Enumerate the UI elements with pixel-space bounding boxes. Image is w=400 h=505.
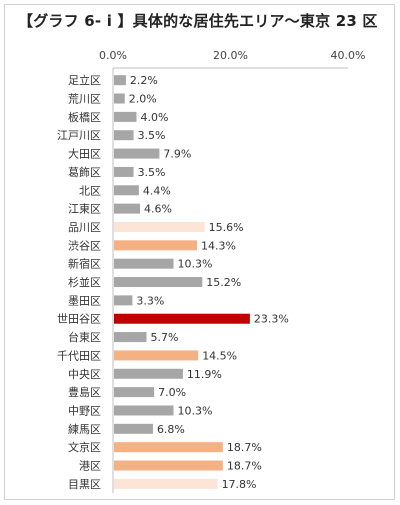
category-label: 杉並区 (68, 275, 101, 289)
category-label: 台東区 (68, 330, 101, 344)
category-label: 板橋区 (68, 110, 101, 124)
category-label: 葛飾区 (68, 166, 101, 179)
category-label: 品川区 (68, 221, 101, 234)
value-label: 2.2% (130, 74, 158, 87)
value-label: 6.8% (157, 423, 185, 436)
category-label: 荒川区 (68, 93, 101, 106)
bar (114, 313, 250, 324)
category-label: 港区 (79, 460, 101, 473)
value-label: 4.4% (143, 184, 171, 197)
bars (114, 75, 250, 489)
bar (114, 478, 218, 489)
value-label: 18.7% (227, 460, 262, 473)
bar (114, 221, 205, 232)
category-label: 練馬区 (68, 422, 101, 436)
chart-title: 【グラフ 6- i 】具体的な居住先エリア～東京 23 区 (18, 12, 378, 30)
value-label: 10.3% (178, 258, 213, 271)
category-label: 豊島区 (68, 385, 101, 399)
x-axis: 0.0% 20.0% 40.0% (99, 49, 366, 69)
value-label: 18.7% (227, 441, 262, 454)
bar (114, 166, 134, 177)
value-label: 17.8% (222, 478, 257, 491)
category-label: 渋谷区 (68, 239, 101, 252)
category-label: 文京区 (68, 440, 101, 454)
value-label: 3.5% (138, 166, 166, 179)
bar (114, 460, 223, 471)
bar (114, 350, 199, 361)
category-label: 北区 (79, 184, 101, 197)
value-label: 15.2% (206, 276, 241, 289)
bar (114, 130, 134, 141)
value-label: 10.3% (178, 404, 213, 417)
bar (114, 258, 174, 269)
category-label: 江東区 (68, 203, 101, 216)
value-label: 7.0% (158, 386, 186, 399)
bar (114, 405, 174, 416)
category-label: 中央区 (68, 368, 101, 381)
category-label: 江戸川区 (57, 129, 101, 142)
value-label: 4.6% (144, 203, 172, 216)
bar (114, 203, 141, 214)
x-tick-label: 0.0% (99, 49, 127, 62)
category-label: 目黒区 (68, 478, 101, 491)
x-tick-label: 20.0% (213, 49, 248, 62)
category-label: 大田区 (68, 147, 101, 161)
value-label: 23.3% (254, 313, 289, 326)
bar (114, 442, 223, 453)
value-labels: 2.2% 2.0% 4.0% 3.5% 7.9% 3.5% 4.4% 4.6% 15.6% 14.… (129, 74, 289, 491)
bar (114, 332, 147, 343)
bar (114, 148, 160, 159)
bar (114, 75, 126, 86)
category-label: 新宿区 (68, 257, 101, 271)
category-label: 千代田区 (57, 349, 101, 362)
chart-frame (4, 4, 395, 500)
category-label: 中野区 (68, 404, 101, 417)
value-label: 4.0% (141, 111, 169, 124)
value-label: 3.3% (136, 294, 164, 307)
bar (114, 295, 133, 306)
bar (114, 277, 203, 288)
bar (114, 240, 198, 251)
value-label: 2.0% (129, 93, 157, 106)
value-label: 5.7% (150, 331, 178, 344)
category-label: 墨田区 (68, 294, 101, 307)
x-tick-label: 40.0% (331, 49, 366, 62)
bar (114, 387, 155, 398)
value-label: 7.9% (163, 148, 191, 161)
bar (114, 368, 183, 379)
value-label: 14.5% (202, 349, 237, 362)
bar (114, 423, 153, 434)
value-label: 15.6% (209, 221, 244, 234)
bar (114, 93, 125, 104)
bar (114, 111, 137, 122)
bar (114, 185, 139, 196)
category-label: 足立区 (68, 73, 101, 87)
value-label: 14.3% (201, 239, 236, 252)
category-axis: 足立区荒川区板橋区江戸川区大田区葛飾区北区江東区品川区渋谷区新宿区杉並区墨田区世… (57, 68, 114, 494)
value-label: 3.5% (138, 129, 166, 142)
value-label: 11.9% (187, 368, 222, 381)
category-label: 世田谷区 (57, 313, 101, 326)
